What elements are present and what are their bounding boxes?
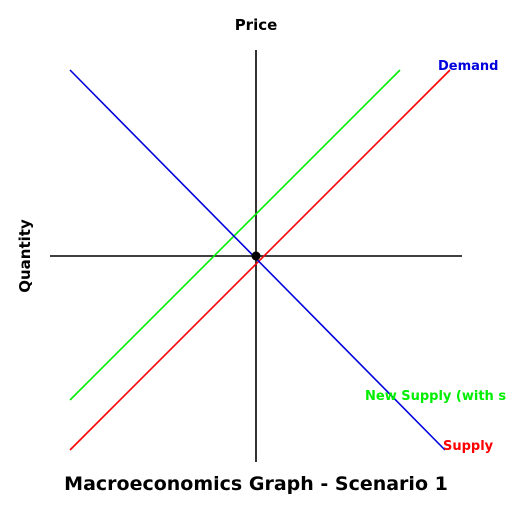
demand-label: Demand xyxy=(438,59,499,74)
price-axis-label: Price xyxy=(235,16,278,34)
new-supply-curve xyxy=(69,69,401,401)
equilibrium-point xyxy=(251,251,261,261)
quantity-axis-label: Quantity xyxy=(16,219,34,293)
new-supply-label: New Supply (with s xyxy=(365,389,506,404)
supply-curve xyxy=(69,69,451,451)
graph-title: Macroeconomics Graph - Scenario 1 xyxy=(64,473,448,495)
supply-label: Supply xyxy=(443,439,494,454)
